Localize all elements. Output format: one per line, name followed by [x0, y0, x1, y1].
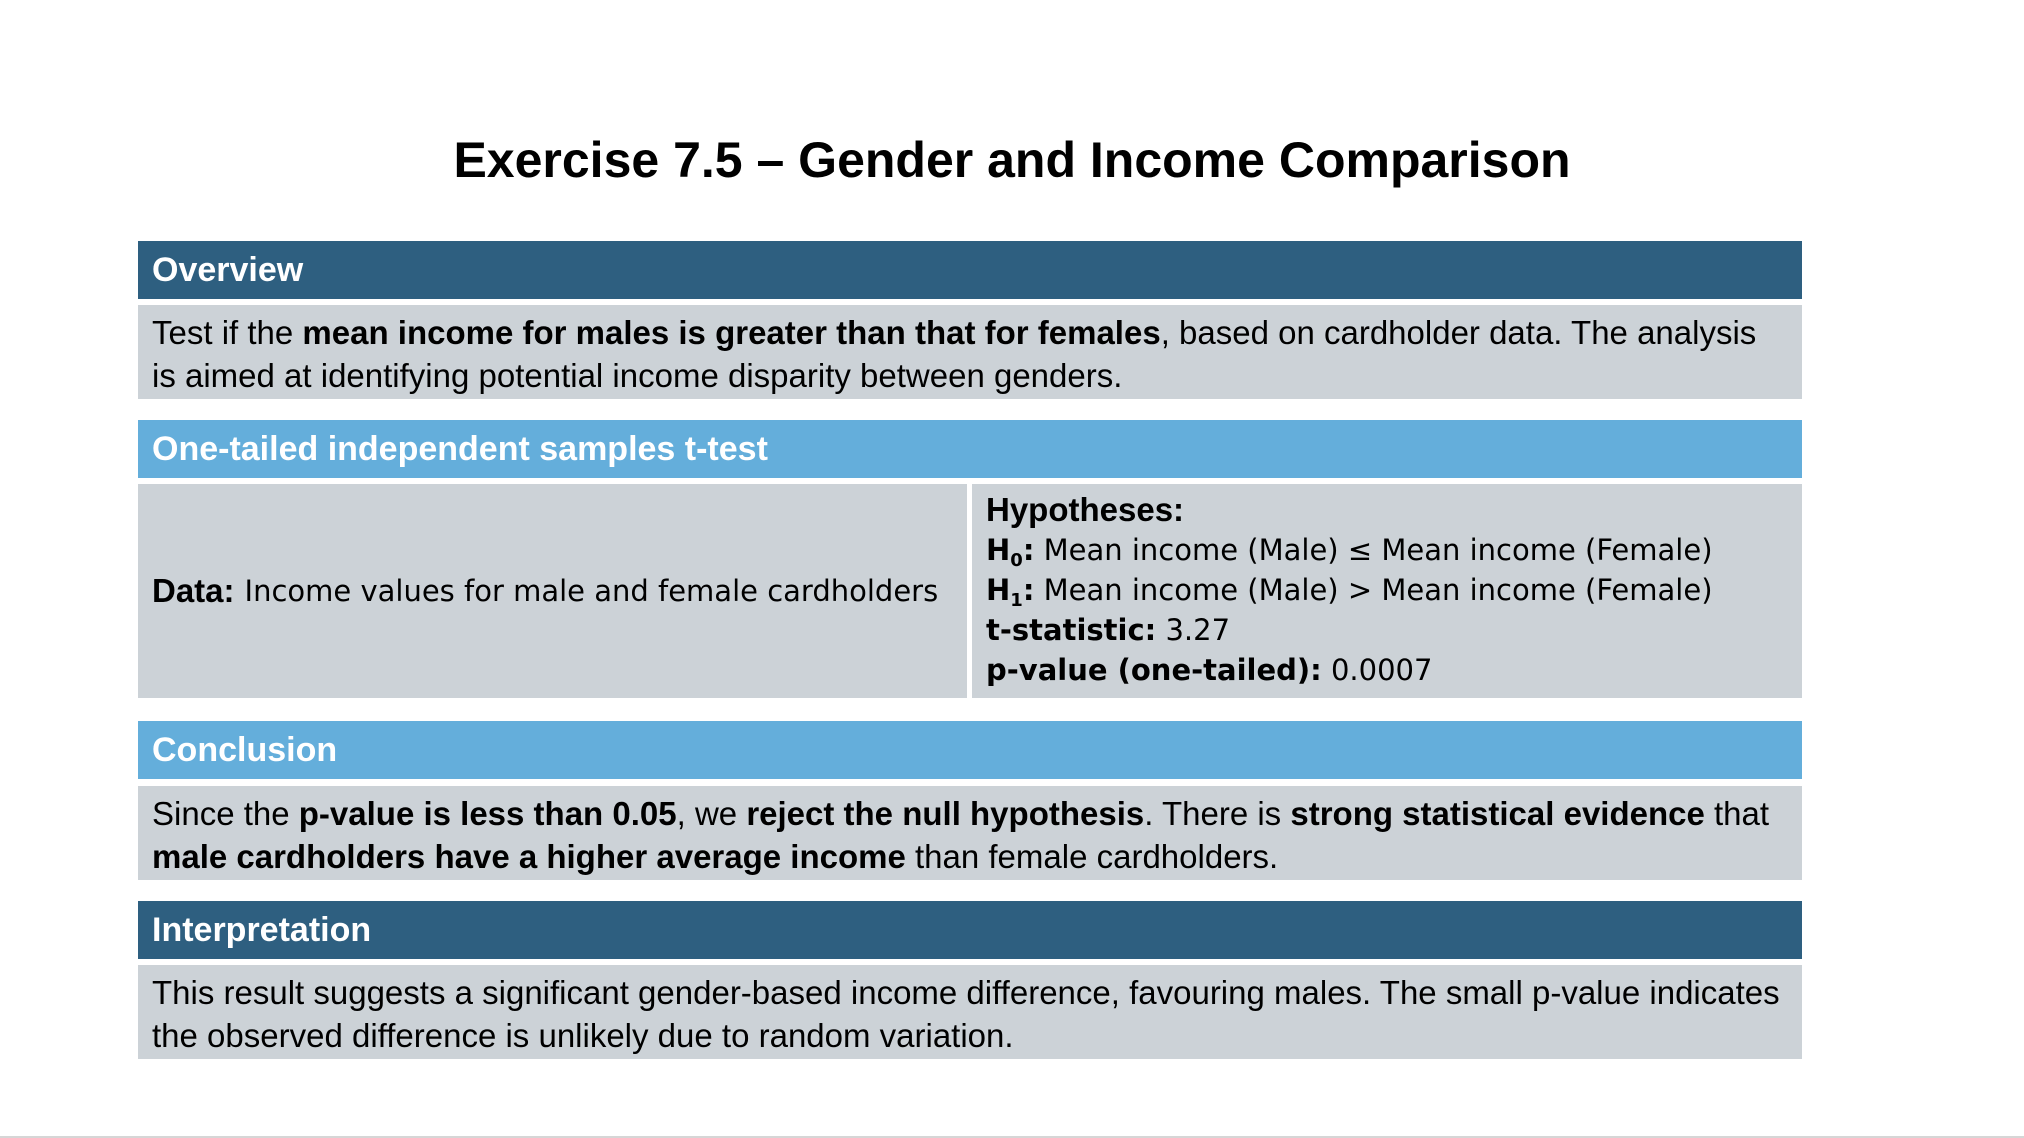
h1-symbol: H [986, 573, 1011, 607]
overview-text-2: , based on cardholder data. The analysis… [152, 314, 1757, 394]
p-value-label: p-value (one-tailed): [986, 653, 1322, 687]
p-value: p-value (one-tailed): 0.0007 [986, 650, 1802, 690]
conclusion-text-1: Since the [152, 795, 299, 832]
conclusion-panel: Since the p-value is less than 0.05, we … [138, 786, 1802, 880]
test-details: Data: Income values for male and female … [138, 484, 1802, 698]
h0-text: Mean income (Male) ≤ Mean income (Female… [1034, 533, 1713, 567]
h1-text: Mean income (Male) > Mean income (Female… [1034, 573, 1713, 607]
hypotheses-cell: Hypotheses: H0: Mean income (Male) ≤ Mea… [972, 484, 1802, 698]
t-statistic: t-statistic: 3.27 [986, 610, 1802, 650]
cell-divider [967, 484, 972, 698]
page-title: Exercise 7.5 – Gender and Income Compari… [453, 132, 1571, 188]
conclusion-header: Conclusion [138, 721, 1802, 779]
h1-subscript: 1 [1010, 590, 1023, 611]
p-value-value: 0.0007 [1321, 653, 1433, 687]
interpretation-panel: This result suggests a significant gende… [138, 965, 1802, 1059]
conclusion-text-3: . There is [1144, 795, 1291, 832]
overview-panel: Test if the mean income for males is gre… [138, 305, 1802, 399]
conclusion-bold-3: strong statistical evidence [1290, 795, 1705, 832]
h0-subscript: 0 [1010, 550, 1023, 571]
data-cell: Data: Income values for male and female … [138, 484, 967, 698]
conclusion-text-2: , we [676, 795, 747, 832]
hypotheses-label: Hypotheses: [986, 491, 1185, 528]
conclusion-text-5: than female cardholders. [905, 838, 1279, 875]
conclusion-text-4: that [1704, 795, 1770, 832]
h0-symbol: H [986, 533, 1011, 567]
alternative-hypothesis: H1: Mean income (Male) > Mean income (Fe… [986, 570, 1802, 610]
data-value: Income values for male and female cardho… [244, 574, 939, 608]
interpretation-header: Interpretation [138, 901, 1802, 959]
overview-text-1: Test if the [152, 314, 303, 351]
h0-colon: : [1022, 533, 1035, 567]
conclusion-bold-2: reject the null hypothesis [746, 795, 1145, 832]
h1-colon: : [1022, 573, 1035, 607]
t-statistic-label: t-statistic: [986, 613, 1157, 647]
overview-header: Overview [138, 241, 1802, 299]
test-method-header: One-tailed independent samples t-test [138, 420, 1802, 478]
interpretation-text: This result suggests a significant gende… [152, 974, 1780, 1054]
conclusion-bold-1: p-value is less than 0.05 [298, 795, 677, 832]
null-hypothesis: H0: Mean income (Male) ≤ Mean income (Fe… [986, 530, 1802, 570]
overview-text-bold: mean income for males is greater than th… [302, 314, 1161, 351]
data-label: Data: [152, 572, 235, 609]
t-statistic-value: 3.27 [1156, 613, 1231, 647]
bottom-divider [0, 1136, 2024, 1138]
conclusion-bold-4: male cardholders have a higher average i… [152, 838, 906, 875]
